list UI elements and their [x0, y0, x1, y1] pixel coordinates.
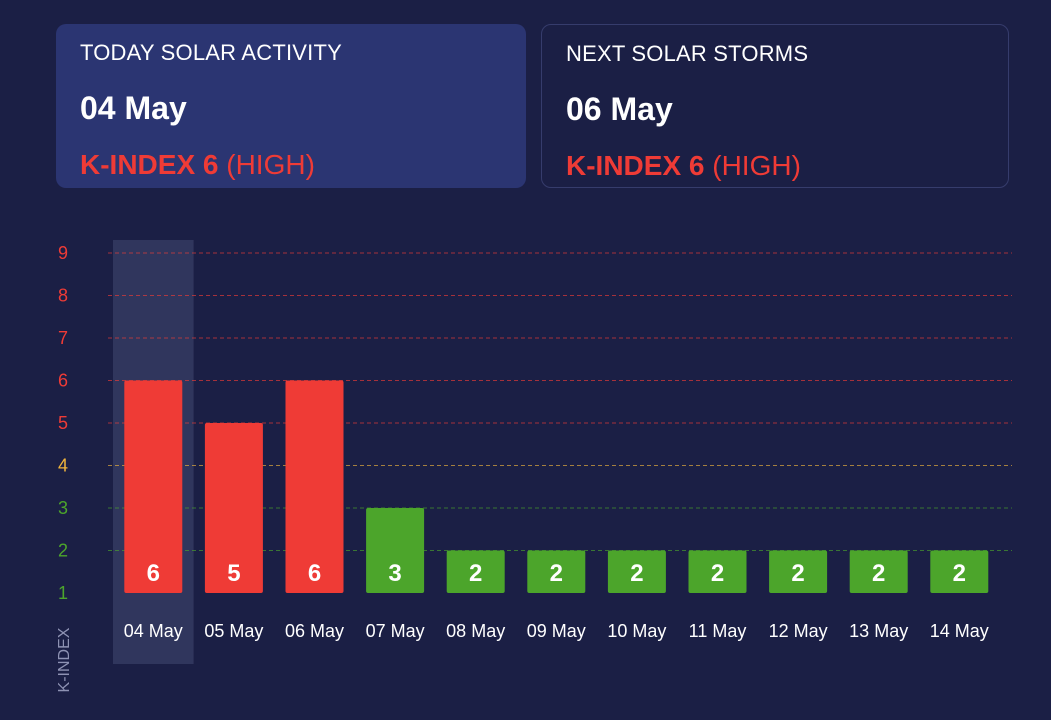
y-tick-label: 1 — [58, 583, 68, 603]
bar-value-label: 5 — [227, 560, 240, 587]
k-index-bar-chart: 1 2 3 4 5 6 7 8 9 6 04 May 5 05 May 6 06 May 3 07 May 2 08… — [56, 240, 1012, 692]
bar-08-may — [446, 550, 505, 593]
y-tick-label: 7 — [58, 328, 68, 348]
y-tick-label: 3 — [58, 498, 68, 518]
bar-11-may — [688, 550, 747, 593]
bar-05-may — [204, 423, 263, 593]
x-tick-label: 13 May — [849, 621, 908, 641]
bar-10-may — [607, 550, 666, 593]
today-card-title: TODAY SOLAR ACTIVITY — [80, 40, 342, 65]
next-card-title: NEXT SOLAR STORMS — [566, 41, 809, 66]
bar-value-label: 2 — [550, 560, 563, 587]
bar-12-may — [769, 550, 828, 593]
y-tick-label: 2 — [58, 541, 68, 561]
bar-value-label: 2 — [469, 560, 482, 587]
x-tick-label: 08 May — [446, 621, 505, 641]
y-tick-label: 8 — [58, 286, 68, 306]
y-tick-label: 9 — [58, 243, 68, 263]
today-solar-activity-card: TODAY SOLAR ACTIVITY 04 May K-INDEX 6 (H… — [56, 24, 526, 188]
today-card-k-index: K-INDEX 6 (HIGH) — [80, 149, 502, 181]
y-tick-label: 6 — [58, 371, 68, 391]
y-axis-title: K-INDEX — [56, 627, 73, 692]
x-tick-label: 14 May — [930, 621, 989, 641]
bar-value-label: 2 — [872, 560, 885, 587]
today-k-index-level: (HIGH) — [226, 149, 315, 180]
bar-value-label: 2 — [711, 560, 724, 587]
x-tick-label: 12 May — [769, 621, 828, 641]
bar-04-may — [124, 380, 183, 593]
bar-13-may — [849, 550, 908, 593]
next-card-date: 06 May — [566, 91, 673, 127]
x-tick-label: 04 May — [124, 621, 183, 641]
x-tick-label: 05 May — [204, 621, 263, 641]
bar-14-may — [930, 550, 989, 593]
today-card-date: 04 May — [80, 90, 187, 126]
bar-value-label: 2 — [953, 560, 966, 587]
bar-value-label: 6 — [147, 560, 160, 587]
next-k-index-value: K-INDEX 6 — [566, 150, 705, 181]
x-tick-label: 06 May — [285, 621, 344, 641]
today-k-index-value: K-INDEX 6 — [80, 149, 219, 180]
bar-06-may — [285, 380, 344, 593]
next-card-k-index: K-INDEX 6 (HIGH) — [566, 150, 984, 182]
bar-09-may — [527, 550, 586, 593]
bar-07-may — [366, 508, 425, 593]
y-tick-label: 4 — [58, 456, 68, 476]
x-tick-label: 07 May — [366, 621, 425, 641]
y-tick-label: 5 — [58, 413, 68, 433]
bar-value-label: 3 — [388, 560, 401, 587]
x-tick-label: 09 May — [527, 621, 586, 641]
bar-value-label: 2 — [630, 560, 643, 587]
x-tick-label: 11 May — [689, 621, 747, 641]
next-solar-storms-card: NEXT SOLAR STORMS 06 May K-INDEX 6 (HIGH… — [541, 24, 1009, 188]
bar-value-label: 2 — [791, 560, 804, 587]
next-k-index-level: (HIGH) — [712, 150, 801, 181]
x-tick-label: 10 May — [607, 621, 666, 641]
bar-value-label: 6 — [308, 560, 321, 587]
